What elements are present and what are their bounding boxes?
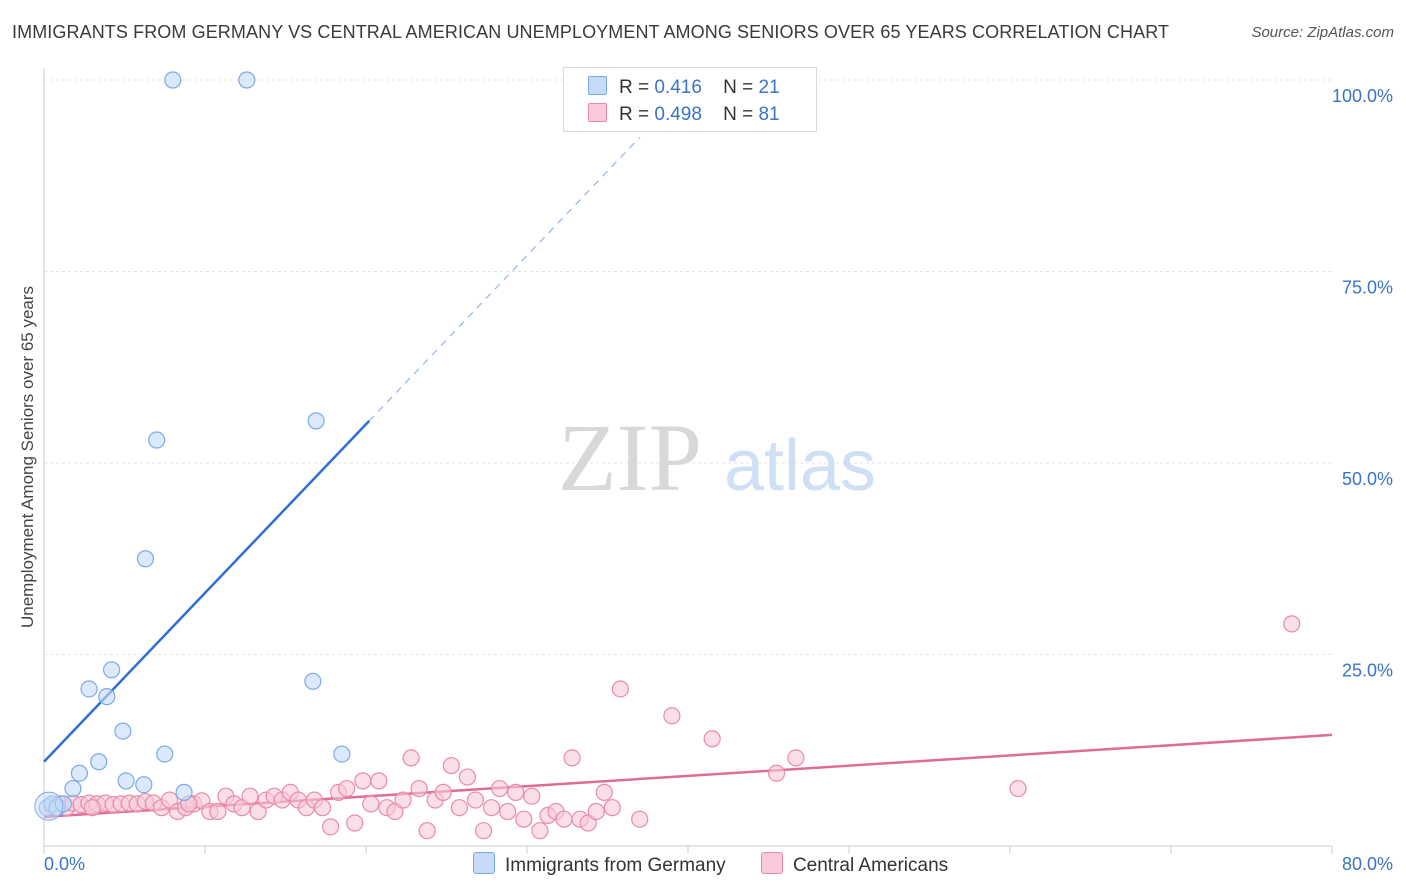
r-label: R = xyxy=(619,104,650,125)
point-central-53 xyxy=(466,791,485,809)
point-central-58 xyxy=(507,783,525,801)
point-central-51 xyxy=(450,799,468,817)
watermark-zip: ZIP xyxy=(558,404,702,511)
data-points xyxy=(34,71,1301,840)
y-tick-labels: 25.0% 50.0% 75.0% 100.0% xyxy=(1332,86,1393,681)
point-central-35 xyxy=(321,818,340,836)
y-axis-title: Unemployment Among Seniors over 65 years xyxy=(18,285,37,629)
legend-item-central[interactable]: Central Americans xyxy=(760,852,949,877)
point-germany-9 xyxy=(103,661,121,679)
point-central-78 xyxy=(1283,615,1301,633)
point-central-21 xyxy=(209,802,227,821)
point-germany-16 xyxy=(175,783,193,801)
source-label: Source: ZipAtlas.com xyxy=(1251,24,1394,41)
point-germany-10 xyxy=(114,722,132,740)
n-label: N = xyxy=(723,104,754,125)
watermark: ZIP atlas xyxy=(558,404,876,511)
y-tick-label-75: 75.0% xyxy=(1342,278,1393,298)
point-central-79 xyxy=(83,799,101,817)
r-value-central: 0.498 xyxy=(654,104,702,125)
point-germany-7 xyxy=(90,753,108,771)
grid-lines xyxy=(44,79,1332,655)
point-central-64 xyxy=(555,810,573,828)
point-germany-12 xyxy=(135,776,153,794)
point-central-71 xyxy=(611,680,629,698)
point-central-75 xyxy=(767,764,786,782)
legend-row-central: R = 0.498 N = 81 xyxy=(588,103,780,127)
point-central-69 xyxy=(595,783,613,801)
point-central-56 xyxy=(491,779,509,798)
r-label: R = xyxy=(619,77,650,98)
point-central-47 xyxy=(418,822,436,840)
trend-line-germany xyxy=(43,420,371,763)
r-value-germany: 0.416 xyxy=(654,77,702,98)
legend-row-germany: R = 0.416 N = 21 xyxy=(588,76,780,100)
legend-swatch-central xyxy=(588,103,607,122)
y-tick-label-25: 25.0% xyxy=(1342,661,1393,681)
point-central-73 xyxy=(663,707,681,725)
point-central-74 xyxy=(703,730,721,748)
point-central-76 xyxy=(787,749,805,767)
chart-title: IMMIGRANTS FROM GERMANY VS CENTRAL AMERI… xyxy=(12,22,1170,42)
point-germany-8 xyxy=(98,688,116,706)
point-central-65 xyxy=(563,749,581,767)
point-central-57 xyxy=(499,802,517,821)
watermark-atlas: atlas xyxy=(724,426,876,506)
legend-label-germany: Immigrants from Germany xyxy=(505,855,726,876)
point-central-50 xyxy=(442,756,460,775)
series-legend: Immigrants from Germany Central American… xyxy=(473,852,978,877)
point-central-25 xyxy=(241,787,259,805)
x-ticks xyxy=(43,846,1333,854)
point-germany-6 xyxy=(80,680,98,698)
point-central-55 xyxy=(482,799,501,817)
point-central-49 xyxy=(434,783,452,801)
point-germany-15 xyxy=(156,745,174,763)
point-central-68 xyxy=(587,802,605,821)
point-germany-21 xyxy=(333,745,351,763)
point-central-45 xyxy=(402,749,420,767)
point-central-77 xyxy=(1009,779,1027,798)
point-central-70 xyxy=(603,799,621,817)
point-central-54 xyxy=(474,822,493,840)
legend-label-central: Central Americans xyxy=(792,855,949,876)
legend-swatch-germany xyxy=(588,76,607,95)
point-germany-11 xyxy=(117,772,135,790)
point-germany-13 xyxy=(136,550,155,568)
point-central-46 xyxy=(410,779,428,798)
n-value-central: 81 xyxy=(758,104,780,125)
y-tick-label-50: 50.0% xyxy=(1342,469,1393,489)
x-tick-label-0: 0.0% xyxy=(44,854,85,874)
point-central-34 xyxy=(313,799,332,817)
y-tick-label-100: 100.0% xyxy=(1332,86,1393,106)
point-central-72 xyxy=(631,810,649,828)
n-label: N = xyxy=(723,77,754,98)
point-central-44 xyxy=(394,791,412,809)
point-central-59 xyxy=(515,810,533,828)
point-germany-20 xyxy=(307,412,325,430)
point-cluster-origin xyxy=(34,791,64,821)
point-central-37 xyxy=(338,779,356,798)
legend-swatch-germany xyxy=(473,852,495,874)
point-central-39 xyxy=(354,772,372,790)
point-germany-17 xyxy=(164,71,182,89)
point-germany-19 xyxy=(304,672,322,690)
legend-item-germany[interactable]: Immigrants from Germany xyxy=(473,852,726,877)
trend-line-germany-extension xyxy=(368,137,641,422)
point-germany-5 xyxy=(70,764,89,782)
point-central-38 xyxy=(346,814,364,832)
legend-swatch-central xyxy=(760,852,783,874)
point-central-60 xyxy=(523,787,541,805)
point-central-40 xyxy=(362,795,380,813)
point-central-61 xyxy=(531,822,549,840)
point-germany-4 xyxy=(64,779,82,798)
point-central-41 xyxy=(370,772,388,790)
point-germany-18 xyxy=(238,71,256,89)
n-value-germany: 21 xyxy=(758,77,780,98)
stats-legend: R = 0.416 N = 21 R = 0.498 N = 81 xyxy=(563,67,817,132)
point-central-52 xyxy=(458,768,477,786)
point-germany-14 xyxy=(148,431,166,449)
x-tick-label-80: 80.0% xyxy=(1342,854,1393,874)
